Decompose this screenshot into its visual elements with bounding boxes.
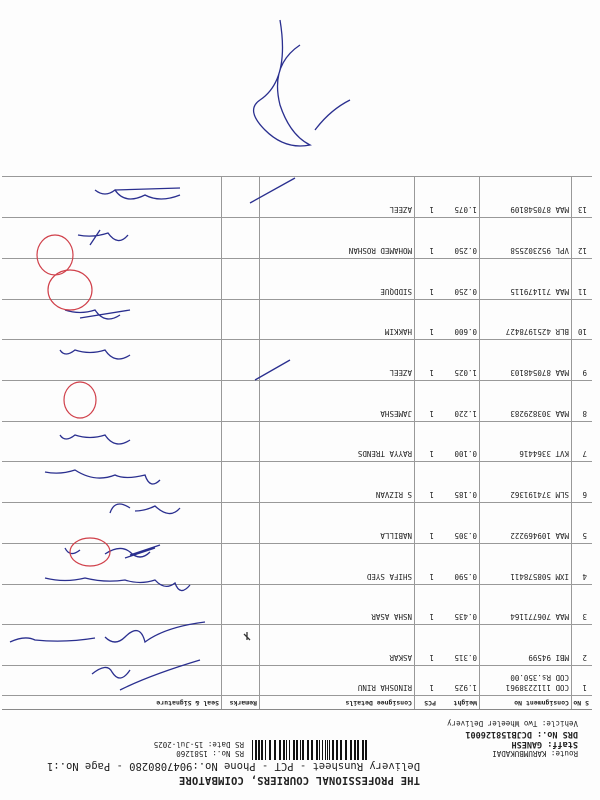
barcode-bar bbox=[357, 740, 359, 760]
signature-7 bbox=[59, 434, 131, 445]
red-stamp-icon bbox=[69, 537, 111, 567]
barcode-bar bbox=[279, 740, 281, 760]
barcode-bar bbox=[265, 740, 266, 760]
barcode-bar bbox=[274, 740, 276, 760]
signature-13 bbox=[94, 187, 181, 200]
signature-10 bbox=[64, 309, 131, 320]
barcode-bar bbox=[332, 740, 334, 760]
signature-9 bbox=[59, 349, 131, 360]
barcode-bar bbox=[307, 740, 309, 760]
remark-mark-2 bbox=[243, 632, 251, 641]
barcode-bar bbox=[322, 740, 323, 760]
barcode-bar bbox=[365, 740, 367, 760]
barcode-bar bbox=[329, 740, 330, 760]
red-stamp-icon bbox=[47, 269, 93, 311]
barcode-bar bbox=[289, 740, 290, 760]
barcode-bar bbox=[350, 740, 352, 760]
barcode-bar bbox=[327, 740, 328, 760]
barcode-bar bbox=[362, 740, 364, 760]
signature-2 bbox=[9, 621, 206, 644]
barcode-bar bbox=[252, 740, 253, 760]
signature-12 bbox=[77, 229, 129, 246]
barcode-bar bbox=[345, 740, 347, 760]
barcode-bar bbox=[258, 740, 260, 760]
tick-mark-9 bbox=[254, 359, 291, 381]
barcode-bar bbox=[340, 740, 342, 760]
red-stamp-icon bbox=[63, 381, 97, 419]
signature-3 bbox=[44, 577, 191, 592]
large-signature bbox=[253, 19, 351, 147]
barcode-bar bbox=[302, 740, 304, 760]
signature-4 bbox=[64, 544, 161, 559]
signature-6 bbox=[44, 469, 161, 485]
tick-mark-13 bbox=[249, 177, 296, 204]
barcode-bar bbox=[319, 740, 320, 760]
barcode-bar bbox=[336, 740, 338, 760]
red-stamp-icon bbox=[36, 234, 74, 276]
barcode-bar bbox=[283, 740, 285, 760]
barcode-bar bbox=[354, 740, 356, 760]
signature-1 bbox=[91, 659, 201, 691]
barcode-bar bbox=[311, 740, 313, 760]
barcode-bar bbox=[300, 740, 301, 760]
barcode-bar bbox=[325, 740, 326, 760]
barcode-bar bbox=[286, 740, 287, 760]
signature-5 bbox=[109, 503, 181, 515]
barcode-bar bbox=[316, 740, 318, 760]
barcode bbox=[252, 740, 367, 760]
barcode-bar bbox=[296, 740, 298, 760]
barcode-bar bbox=[255, 740, 257, 760]
barcode-bar bbox=[261, 740, 263, 760]
barcode-bar bbox=[293, 740, 295, 760]
barcode-bar bbox=[269, 740, 271, 760]
